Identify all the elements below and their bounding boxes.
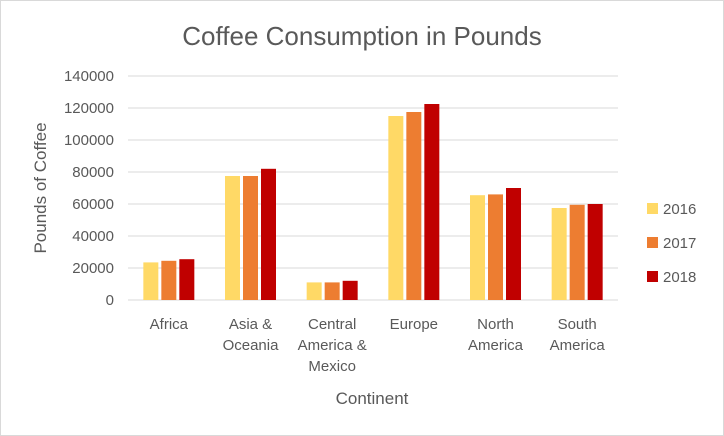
bar-2016 (143, 262, 159, 300)
bar-2016 (306, 282, 322, 300)
y-tick-label: 100000 (64, 132, 114, 149)
y-tick-label: 80000 (72, 164, 114, 181)
bar-2017 (161, 260, 177, 300)
x-tick-label: South (558, 316, 597, 333)
bars (143, 104, 603, 300)
legend-label: 2017 (663, 235, 696, 252)
legend: 2016 2017 2018 (647, 201, 696, 286)
x-tick-label: Central (308, 316, 356, 333)
bar-2018 (342, 280, 358, 300)
x-axis-label: Continent (336, 389, 409, 408)
legend-swatch-2016 (647, 203, 658, 214)
bar-2018 (261, 168, 276, 300)
x-tick-label: Oceania (223, 337, 280, 354)
y-axis-ticks: 0 20000 40000 60000 80000 100000 120000 140000 (64, 68, 114, 309)
bar-2017 (324, 282, 340, 300)
bar-2017 (488, 194, 503, 300)
bar-2018 (424, 104, 440, 300)
bar-2016 (551, 208, 567, 300)
x-axis-ticks: Africa Asia & Oceania Central America & Mexic… (150, 316, 606, 375)
x-tick-label: America & (298, 337, 367, 354)
legend-label: 2016 (663, 201, 696, 218)
bar-2016 (470, 195, 485, 300)
bar-2016 (388, 116, 404, 300)
y-tick-label: 0 (106, 292, 114, 309)
legend-swatch-2017 (647, 237, 658, 248)
y-tick-label: 40000 (72, 228, 114, 245)
x-tick-label: America (550, 337, 606, 354)
bar-2016 (225, 176, 240, 300)
chart-title: Coffee Consumption in Pounds (182, 21, 541, 51)
y-tick-label: 20000 (72, 260, 114, 277)
x-tick-label: Africa (150, 316, 189, 333)
bar-2017 (243, 176, 258, 300)
legend-label: 2018 (663, 269, 696, 286)
x-tick-label: Europe (390, 316, 438, 333)
gridlines (128, 75, 618, 301)
bar-2017 (406, 112, 422, 300)
x-tick-label: America (468, 337, 524, 354)
bar-2018 (587, 204, 603, 300)
y-tick-label: 120000 (64, 100, 114, 117)
x-tick-label: Asia & (229, 316, 272, 333)
x-tick-label: North (477, 316, 514, 333)
legend-swatch-2018 (647, 271, 658, 282)
y-axis-label: Pounds of Coffee (31, 122, 50, 253)
x-tick-label: Mexico (308, 358, 356, 375)
bar-2018 (179, 259, 195, 300)
y-tick-label: 140000 (64, 68, 114, 85)
bar-2017 (569, 204, 585, 300)
y-tick-label: 60000 (72, 196, 114, 213)
bar-2018 (506, 188, 521, 300)
